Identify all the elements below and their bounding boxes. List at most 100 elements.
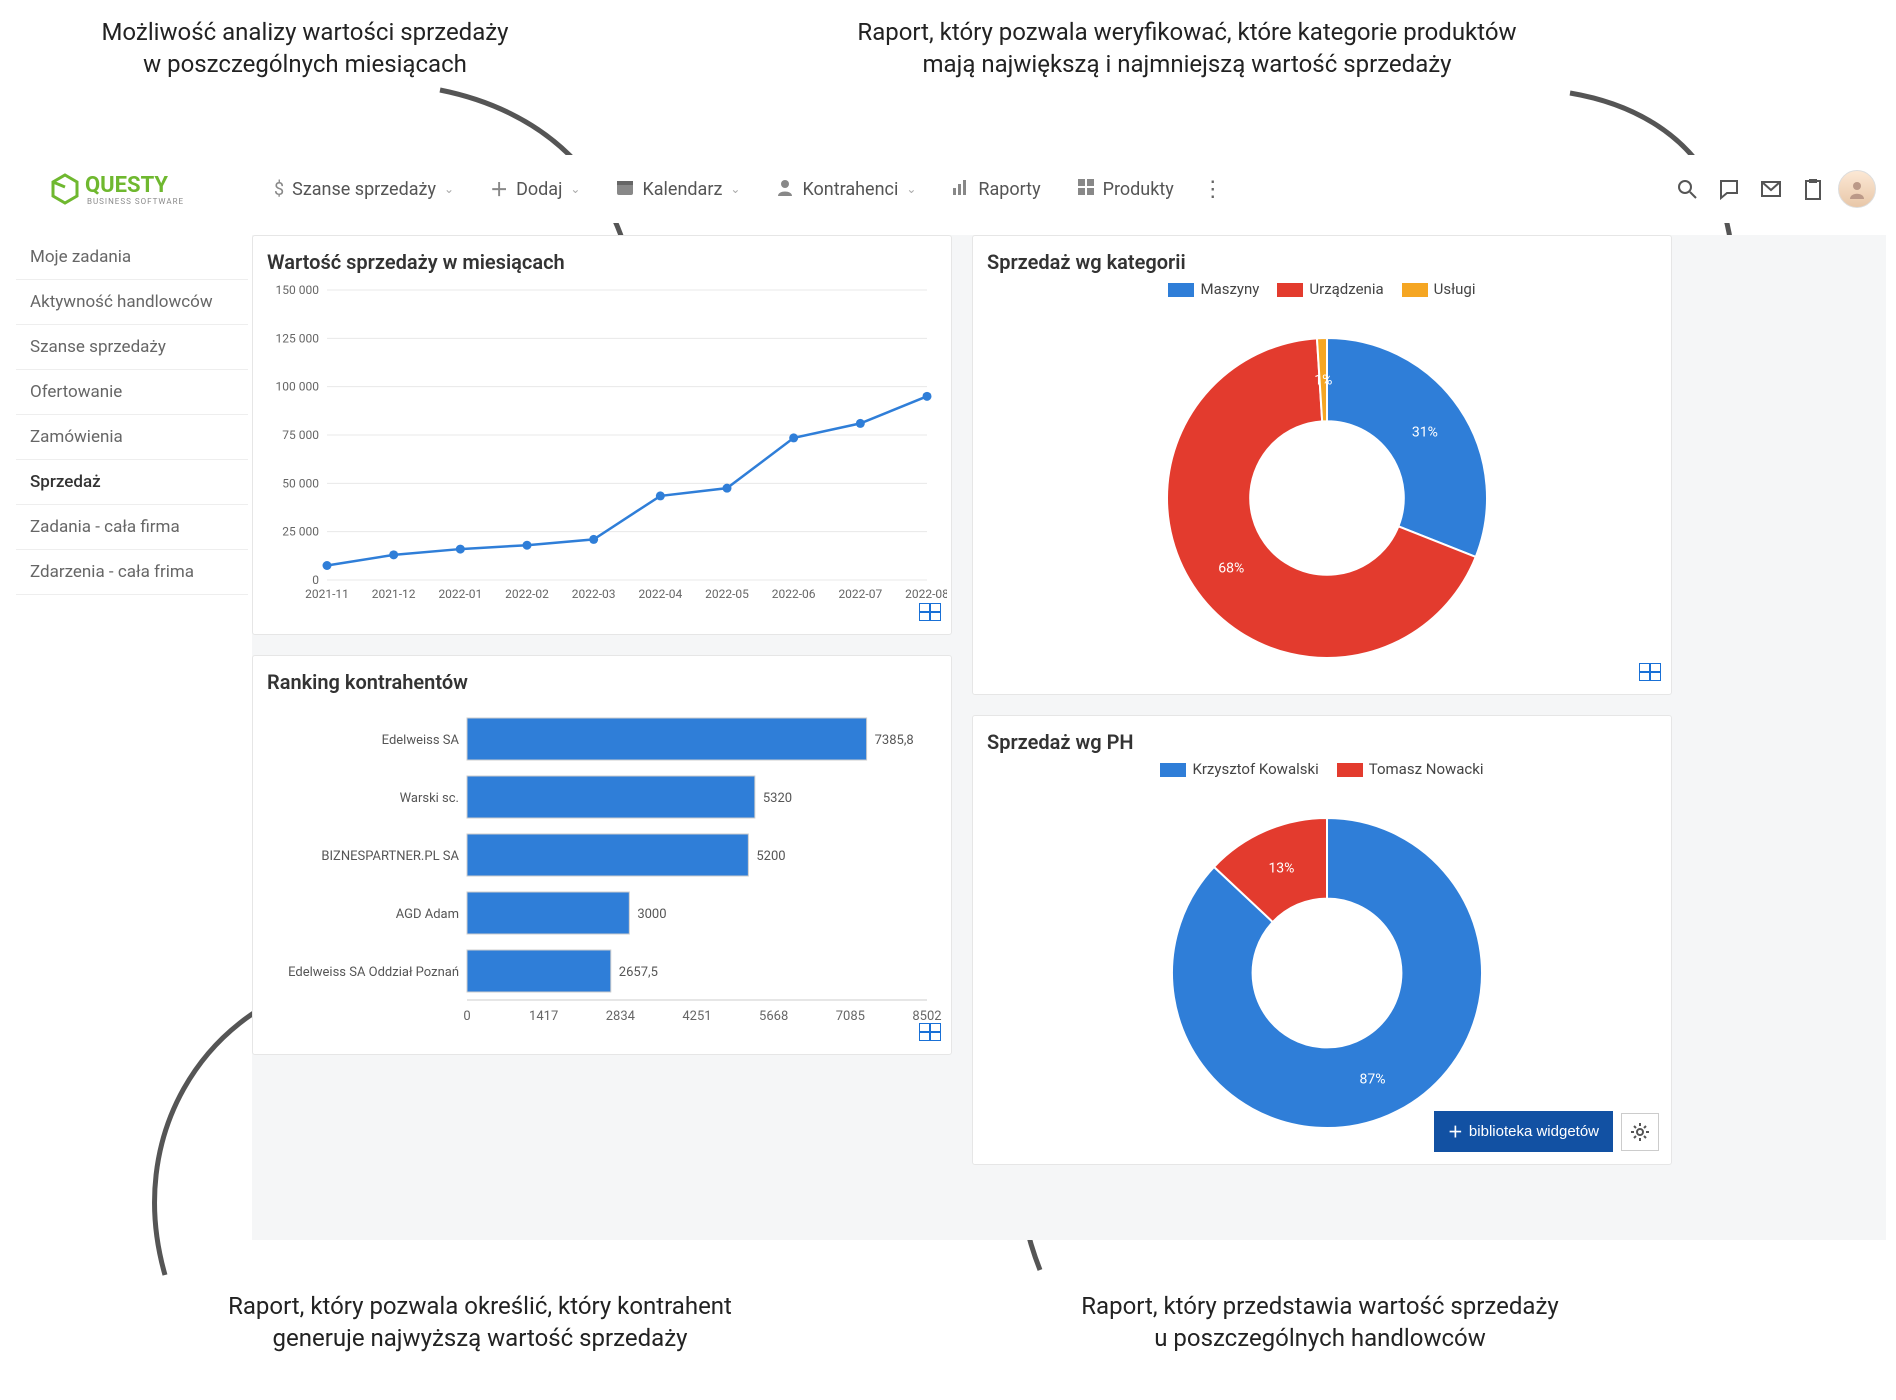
svg-text:31%: 31% [1412, 424, 1438, 440]
svg-text:75 000: 75 000 [282, 428, 319, 442]
svg-text:0: 0 [463, 1009, 470, 1024]
svg-text:2021-11: 2021-11 [305, 587, 349, 601]
sidebar-item-sprzedaz[interactable]: Sprzedaż [16, 460, 248, 505]
widget-library-label: biblioteka widgetów [1469, 1123, 1599, 1140]
sidebar-item-moje-zadania[interactable]: Moje zadania [16, 235, 248, 280]
nav-label: Szanse sprzedaży [292, 179, 436, 200]
svg-text:2022-06: 2022-06 [772, 587, 816, 601]
nav-label: Dodaj [516, 179, 562, 200]
card-grid-icon[interactable] [919, 603, 941, 626]
chevron-down-icon: ⌄ [730, 182, 740, 196]
svg-text:1417: 1417 [529, 1009, 558, 1024]
hbar-chart: Edelweiss SA7385,8Warski sc.5320BIZNESPA… [267, 700, 947, 1040]
svg-text:0: 0 [312, 573, 319, 587]
svg-text:4251: 4251 [682, 1009, 711, 1024]
svg-text:5320: 5320 [763, 791, 792, 806]
annotation-top-left: Możliwość analizy wartości sprzedażyw po… [25, 16, 585, 81]
clipboard-button[interactable] [1796, 172, 1830, 206]
svg-text:7385,8: 7385,8 [875, 733, 914, 748]
svg-text:2022-07: 2022-07 [838, 587, 882, 601]
sidebar-item-szanse[interactable]: Szanse sprzedaży [16, 325, 248, 370]
sidebar-item-ofertowanie[interactable]: Ofertowanie [16, 370, 248, 415]
card-title: Ranking kontrahentów [267, 670, 937, 694]
svg-text:1%: 1% [1314, 373, 1332, 389]
card-grid-icon[interactable] [919, 1023, 941, 1046]
plus-icon: ＋ [1448, 1121, 1463, 1142]
annotation-text: Raport, który przedstawia wartość sprzed… [1081, 1292, 1558, 1352]
nav-label: Kontrahenci [802, 179, 898, 200]
svg-text:2022-08: 2022-08 [905, 587, 947, 601]
svg-text:Edelweiss SA: Edelweiss SA [382, 733, 460, 748]
avatar[interactable] [1838, 170, 1876, 208]
nav-label: Produkty [1103, 179, 1174, 200]
svg-text:2022-01: 2022-01 [438, 587, 482, 601]
sidebar-item-zadania-firma[interactable]: Zadania - cała firma [16, 505, 248, 550]
donut1-legend: MaszynyUrządzeniaUsługi [987, 280, 1657, 298]
line-chart: 025 00050 00075 000100 000125 000150 000… [267, 280, 947, 620]
person-icon [776, 178, 794, 201]
donut-chart-ph: 87%13% [987, 778, 1667, 1148]
svg-text:2022-05: 2022-05 [705, 587, 749, 601]
logo[interactable]: QUESTY BUSINESS SOFTWARE [47, 169, 232, 209]
grid-icon [1077, 178, 1095, 201]
donut-chart-kategorii: 31%68%1% [987, 298, 1667, 678]
legend-item: Usługi [1402, 280, 1476, 298]
widget-library-button[interactable]: ＋ biblioteka widgetów [1434, 1111, 1613, 1152]
settings-button[interactable] [1621, 1113, 1659, 1151]
sidebar-item-zdarzenia-firma[interactable]: Zdarzenia - cała frima [16, 550, 248, 595]
nav-szanse[interactable]: $ Szanse sprzedaży ⌄ [260, 171, 468, 208]
svg-text:Warski sc.: Warski sc. [400, 791, 459, 806]
legend-item: Urządzenia [1277, 280, 1383, 298]
sidebar: Moje zadania Aktywność handlowców Szanse… [16, 235, 248, 595]
svg-text:2021-12: 2021-12 [372, 587, 416, 601]
nav-dodaj[interactable]: ＋ Dodaj ⌄ [476, 168, 594, 210]
sidebar-item-label: Aktywność handlowców [30, 292, 213, 312]
sidebar-item-aktywnosc[interactable]: Aktywność handlowców [16, 280, 248, 325]
search-icon [1677, 179, 1697, 199]
svg-text:100 000: 100 000 [276, 380, 320, 394]
sidebar-item-label: Ofertowanie [30, 382, 122, 402]
svg-text:8502: 8502 [912, 1009, 941, 1024]
chevron-down-icon: ⌄ [444, 182, 454, 196]
widget-library: ＋ biblioteka widgetów [1434, 1111, 1659, 1152]
mail-icon [1760, 178, 1782, 200]
card-grid-icon[interactable] [1639, 663, 1661, 686]
dollar-icon: $ [274, 179, 284, 200]
sidebar-item-zamowienia[interactable]: Zamówienia [16, 415, 248, 460]
svg-text:AGD Adam: AGD Adam [396, 907, 459, 922]
logo-svg: QUESTY BUSINESS SOFTWARE [47, 169, 232, 209]
svg-text:2022-02: 2022-02 [505, 587, 549, 601]
nav-more[interactable]: ⋮ [1196, 172, 1230, 206]
svg-text:7085: 7085 [836, 1009, 865, 1024]
nav-label: Raporty [978, 179, 1040, 200]
card-donut-kategorii: Sprzedaż wg kategorii MaszynyUrządzeniaU… [972, 235, 1672, 695]
mail-button[interactable] [1754, 172, 1788, 206]
nav-kalendarz[interactable]: Kalendarz ⌄ [602, 170, 754, 209]
nav-produkty[interactable]: Produkty [1063, 170, 1188, 209]
annotation-top-right: Raport, który pozwala weryfikować, które… [742, 16, 1632, 81]
search-button[interactable] [1670, 172, 1704, 206]
gear-icon [1631, 1123, 1649, 1141]
card-hbar-chart: Ranking kontrahentów Edelweiss SA 7385,8 W… [252, 655, 952, 1055]
more-vert-icon: ⋮ [1202, 177, 1224, 202]
sidebar-item-label: Zdarzenia - cała frima [30, 562, 194, 582]
nav-label: Kalendarz [642, 179, 722, 200]
annotation-text: Możliwość analizy wartości sprzedażyw po… [101, 18, 508, 78]
bars-icon [952, 178, 970, 201]
svg-text:50 000: 50 000 [282, 476, 319, 490]
clipboard-icon [1803, 178, 1823, 200]
svg-text:2834: 2834 [606, 1009, 636, 1024]
svg-text:25 000: 25 000 [282, 525, 319, 539]
nav-raporty[interactable]: Raporty [938, 170, 1054, 209]
plus-icon: ＋ [490, 176, 508, 202]
svg-text:2022-03: 2022-03 [572, 587, 616, 601]
svg-text:87%: 87% [1360, 1071, 1386, 1087]
logo-text: QUESTY [85, 173, 168, 198]
card-line-chart: Wartość sprzedaży w miesiącach 025 00050… [252, 235, 952, 635]
chat-button[interactable] [1712, 172, 1746, 206]
sidebar-item-label: Zadania - cała firma [30, 517, 180, 537]
chevron-down-icon: ⌄ [906, 182, 916, 196]
nav-kontrahenci[interactable]: Kontrahenci ⌄ [762, 170, 930, 209]
sidebar-item-label: Sprzedaż [30, 472, 101, 492]
sidebar-item-label: Moje zadania [30, 247, 131, 267]
